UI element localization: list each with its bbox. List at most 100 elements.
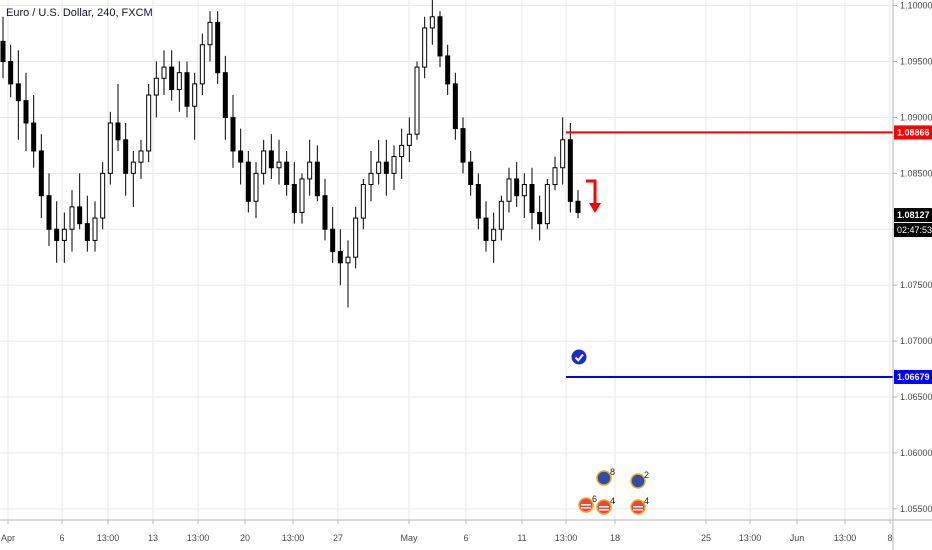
arrow-shaft [586,179,597,204]
candle-body [222,72,228,118]
countdown-box [894,223,932,238]
candle-body [314,161,320,197]
y-tick-label: 1.08500 [900,168,932,178]
x-tick-label: 8 [887,533,892,543]
x-tick-label: 13 [148,533,158,543]
candle-body [337,251,343,264]
x-tick-label: 13:00 [187,533,210,543]
x-tick-label: 6 [463,533,468,543]
flag-stripe [581,504,591,506]
flag-stripe [633,506,643,508]
candle-body [54,228,60,241]
flag-stripe [581,507,591,509]
event-badge-circle [630,473,646,489]
price-axis[interactable]: 1.100001.095001.090001.085001.080001.075… [892,0,932,550]
candle-body [529,184,535,213]
candle-body [360,184,366,219]
x-tick-label: 13:00 [739,533,762,543]
flag-stripe [599,509,609,511]
time-axis[interactable]: Apr 6 13:00 13 13:00 20 13:00 27 May 6 11 13:00 18 25… [0,519,932,543]
candle-body [284,161,290,186]
candle-body [38,150,44,197]
candle-body [506,178,512,202]
candle-body [330,228,336,253]
x-tick-label: 27 [333,533,343,543]
candle-body [192,83,198,107]
horizontal-lines[interactable] [566,131,893,378]
candle-body [567,139,573,202]
candle-body [437,16,443,57]
candle-body [230,116,236,152]
candle-body [422,27,428,68]
eu-event-icon: 2 [630,470,649,489]
x-tick-label: 18 [610,533,620,543]
y-tick-label: 1.06000 [900,448,932,458]
arrow-head [589,203,601,213]
candle-body [107,122,113,174]
price-label-box [894,369,932,384]
candle-body [84,223,90,241]
candle-body [391,156,397,174]
candle-body [353,217,359,258]
y-tick-label: 1.06500 [900,392,932,402]
event-badge-circle [596,470,612,486]
candle-body [31,122,37,152]
candle-body [445,55,451,85]
price-label: 1.06679 [897,372,930,382]
y-tick-label: 1.05500 [900,504,932,514]
x-tick-label: 13:00 [97,533,120,543]
candle-body [521,184,527,197]
candle-body [161,66,167,79]
candle-body [276,161,282,169]
candle-body [560,139,566,169]
x-tick-label: May [400,533,418,543]
candle-body [414,66,420,135]
x-tick-label: 13:00 [555,533,578,543]
candle-body [46,195,52,230]
candle-body [299,178,305,213]
last-price-box [894,208,932,223]
candle-body [399,144,405,158]
candle-body [498,200,504,230]
check-circle [571,349,587,365]
flag-stripe [633,509,643,511]
candle-body [468,161,474,186]
event-count: 8 [610,467,615,477]
event-count: 2 [644,470,649,480]
last-price-label: 1.08127 [897,210,930,220]
target-check-icon [571,349,587,365]
candle-body [0,40,6,63]
y-tick-label: 1.09500 [900,57,932,67]
candle-body [92,217,98,241]
candle-body [307,161,313,180]
candle-body [322,195,328,230]
price-label: 1.08866 [897,127,930,137]
event-count: 4 [644,496,649,506]
event-count: 6 [592,494,597,504]
candle-body [383,161,389,174]
us-event-icon: 4 [596,496,615,515]
candle-body [345,256,351,264]
candle-body [452,83,458,130]
price-label-box [894,125,932,140]
y-tick-label: 1.09000 [900,112,932,122]
countdown-label: 02:47:53 [897,225,932,235]
candle-body [130,161,136,174]
candle-body [537,211,543,225]
candle-body [475,184,481,219]
candle-body [406,133,412,146]
y-tick-label: 1.10000 [900,1,932,11]
candle-body [199,44,205,85]
candle-body [138,150,144,163]
candle-body [491,228,497,241]
check-mark [574,353,584,362]
short-arrow-icon [586,179,601,213]
event-count: 4 [610,496,615,506]
y-tick-label: 1.07000 [900,336,932,346]
candle-body [483,217,489,241]
candle-body [514,178,520,197]
candle-body [184,72,190,107]
candle-body [100,172,106,219]
candle-body [291,184,297,213]
